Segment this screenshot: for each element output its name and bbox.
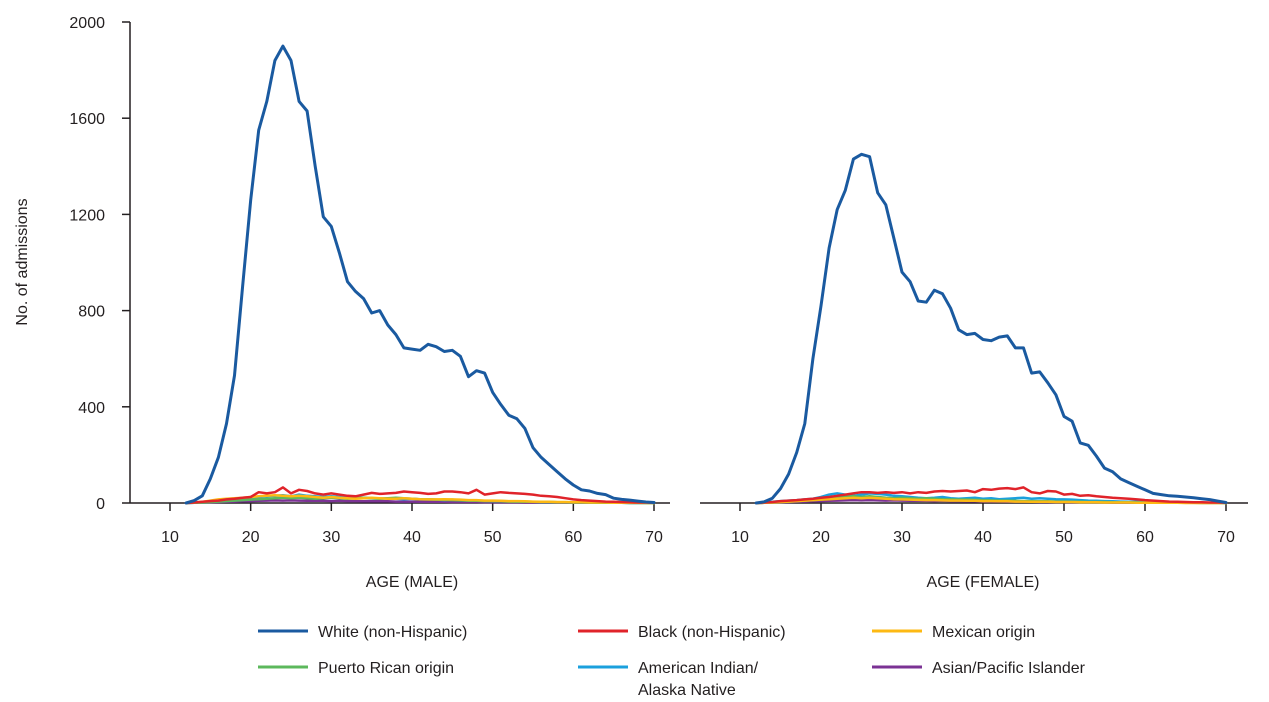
y-tick-label: 800 xyxy=(78,304,105,321)
legend-label-american-indian: American Indian/ xyxy=(638,660,759,677)
legend-label-asian-pacific-islander: Asian/Pacific Islander xyxy=(932,660,1086,677)
legend: White (non-Hispanic) Black (non-Hispanic)… xyxy=(258,624,1086,699)
x-tick-label: 70 xyxy=(1217,529,1235,546)
series-line-mexican-origin xyxy=(754,496,1228,505)
x-tick-label: 30 xyxy=(322,529,340,546)
y-tick-label: 1200 xyxy=(69,207,105,224)
series-line-white-non-hispanic xyxy=(184,44,656,505)
legend-label-mexican-origin: Mexican origin xyxy=(932,624,1035,641)
panel-female: 10 20 30 40 50 60 70 AGE (FEMALE) xyxy=(700,152,1248,591)
x-tick-label: 40 xyxy=(403,529,421,546)
y-tick-label: 0 xyxy=(96,496,105,513)
legend-label-white-non-hispanic: White (non-Hispanic) xyxy=(318,624,467,641)
y-axis-label: No. of admissions xyxy=(14,198,31,325)
x-tick-label: 10 xyxy=(731,529,749,546)
y-tick-label: 400 xyxy=(78,400,105,417)
y-tick-label: 2000 xyxy=(69,15,105,32)
series-line-black-non-hispanic xyxy=(754,486,1228,505)
panel-male: 10 20 30 40 50 60 70 AGE (MALE) xyxy=(130,44,670,591)
x-axis-label: AGE (MALE) xyxy=(366,574,458,591)
x-tick-label: 40 xyxy=(974,529,992,546)
y-tick-label: 1600 xyxy=(69,111,105,128)
series-line-mexican-origin xyxy=(184,494,656,505)
y-axis: 0 400 800 1200 1600 2000 xyxy=(69,15,131,513)
x-tick-label: 50 xyxy=(1055,529,1073,546)
x-tick-label: 60 xyxy=(564,529,582,546)
series-line-black-non-hispanic xyxy=(184,486,656,505)
x-axis-label: AGE (FEMALE) xyxy=(927,574,1040,591)
legend-label-puerto-rican-origin: Puerto Rican origin xyxy=(318,660,454,677)
legend-label-line2: Alaska Native xyxy=(638,682,736,699)
x-tick-label: 50 xyxy=(484,529,502,546)
legend-label-black-non-hispanic: Black (non-Hispanic) xyxy=(638,624,786,641)
x-tick-label: 20 xyxy=(812,529,830,546)
x-tick-label: 30 xyxy=(893,529,911,546)
x-tick-label: 70 xyxy=(645,529,663,546)
x-tick-label: 20 xyxy=(242,529,260,546)
series-line-white-non-hispanic xyxy=(754,152,1228,505)
x-tick-label: 10 xyxy=(161,529,179,546)
x-tick-label: 60 xyxy=(1136,529,1154,546)
